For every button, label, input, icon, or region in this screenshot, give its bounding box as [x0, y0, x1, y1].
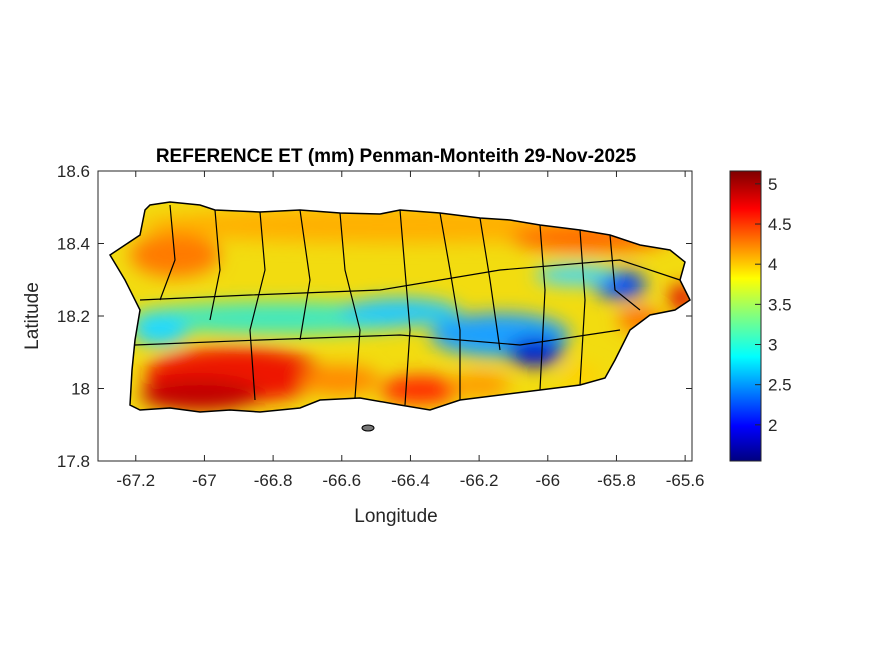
- colorbar-tick-label: 2: [768, 416, 777, 435]
- x-tick-label: -66: [536, 471, 561, 490]
- municipality-borders: [134, 204, 681, 406]
- colorbar: [729, 170, 762, 462]
- et-field: [110, 202, 690, 412]
- x-tick-label: -65.6: [666, 471, 705, 490]
- x-tick-label: -66.2: [460, 471, 499, 490]
- colorbar-tick-label: 2.5: [768, 376, 792, 395]
- x-tick-label: -67.2: [116, 471, 155, 490]
- x-tick-label: -66.8: [254, 471, 293, 490]
- colorbar-tick-label: 5: [768, 175, 777, 194]
- y-axis-label: Latitude: [22, 282, 43, 350]
- x-tick-label: -65.8: [597, 471, 636, 490]
- chart-title: REFERENCE ET (mm) Penman-Monteith 29-Nov…: [156, 146, 637, 167]
- y-tick-label: 18.4: [57, 235, 90, 254]
- y-tick-label: 17.8: [57, 452, 90, 471]
- x-tick-label: -66.6: [322, 471, 361, 490]
- y-tick-label: 18.2: [57, 307, 90, 326]
- colorbar-tick-label: 4: [768, 255, 777, 274]
- y-tick-label: 18: [71, 380, 90, 399]
- island-caja-de-muertos: [361, 424, 375, 432]
- colorbar-tick-label: 4.5: [768, 215, 792, 234]
- x-tick-label: -67: [192, 471, 217, 490]
- y-tick-label: 18.6: [57, 162, 90, 181]
- colorbar-tick-label: 3: [768, 336, 777, 355]
- x-tick-label: -66.4: [391, 471, 430, 490]
- colorbar-tick-label: 3.5: [768, 295, 792, 314]
- x-axis-label: Longitude: [354, 506, 437, 527]
